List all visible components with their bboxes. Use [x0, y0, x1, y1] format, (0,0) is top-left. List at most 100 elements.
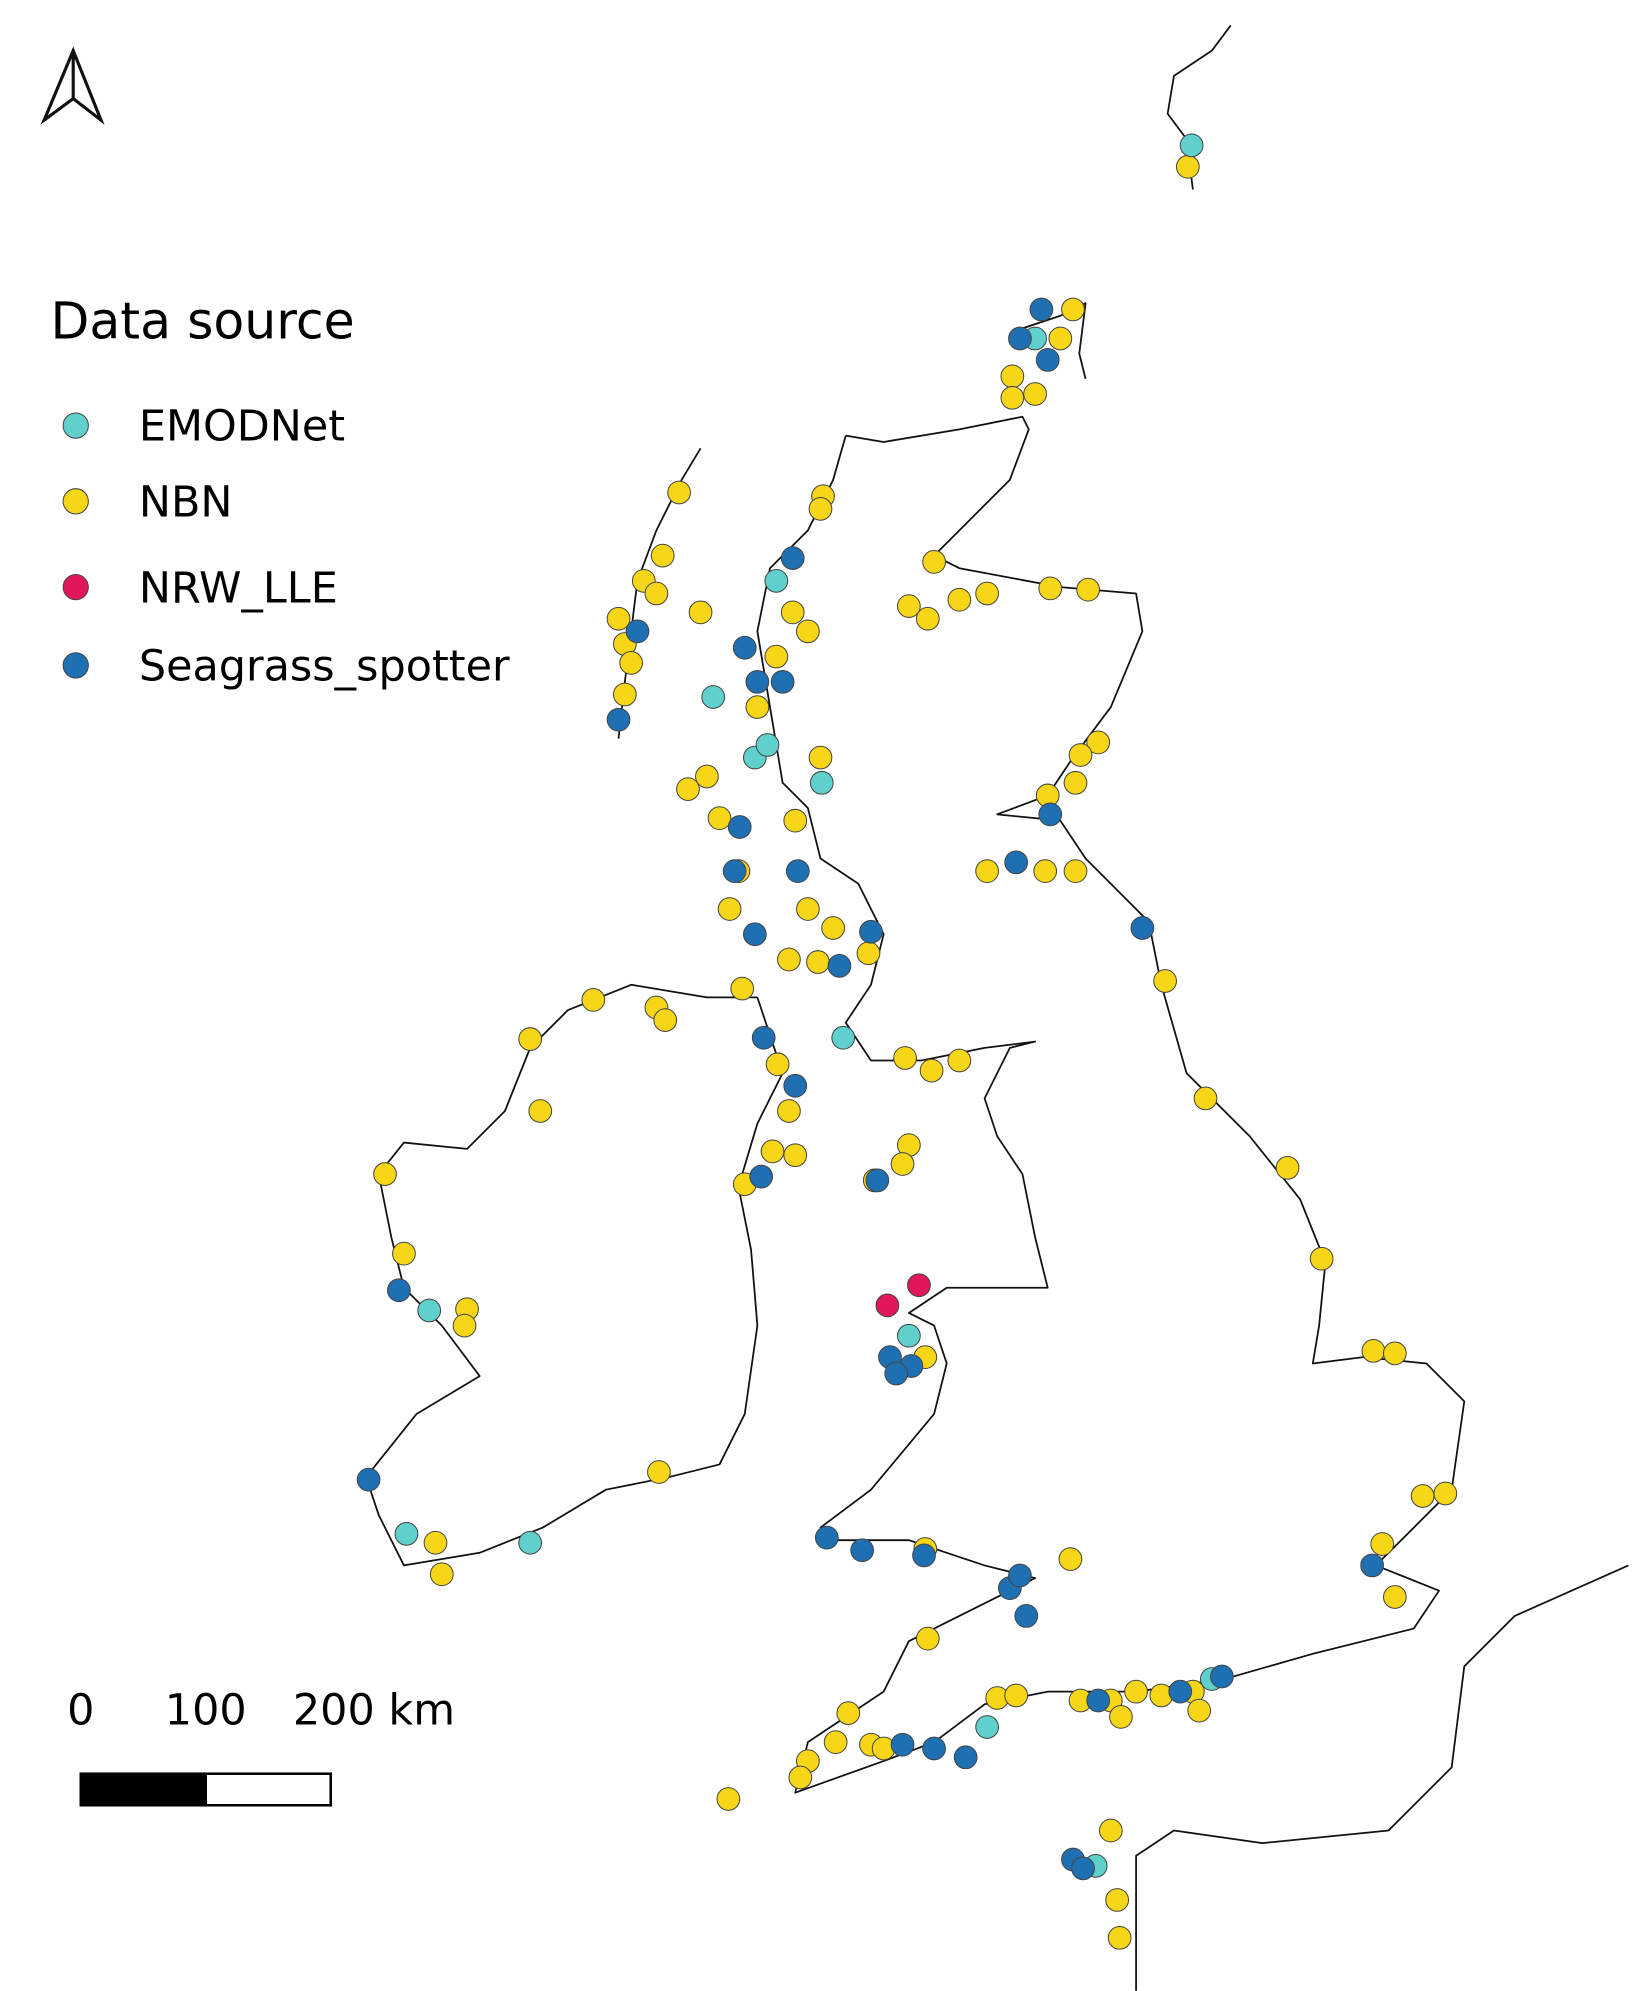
record-dot: [1210, 1664, 1234, 1689]
record-dot: [1008, 326, 1032, 351]
record-dot: [780, 600, 805, 625]
record-dot: [1107, 1925, 1132, 1950]
record-dot: [915, 1626, 940, 1651]
record-dot: [528, 1099, 553, 1123]
record-dot: [1086, 1688, 1111, 1713]
record-dot: [859, 919, 883, 944]
record-dot: [1068, 743, 1093, 767]
record-dot: [1086, 730, 1111, 755]
record-dot: [893, 1046, 917, 1070]
record-dot: [821, 916, 845, 940]
record-dot: [606, 606, 631, 631]
record-dot: [717, 897, 742, 921]
record-dot: [1361, 1338, 1386, 1363]
record-dot: [518, 1027, 543, 1051]
record-dot: [1038, 802, 1063, 827]
record-dot: [796, 619, 820, 644]
legend-marker: [62, 574, 89, 601]
legend: Data source EMODNet NBN NRW_LLE Seagrass_sp…: [50, 291, 510, 691]
record-dot: [764, 644, 789, 669]
record-dot: [809, 770, 834, 795]
legend-label: NBN: [139, 477, 233, 527]
record-dot: [650, 543, 675, 568]
record-dot: [625, 619, 650, 644]
record-dot: [922, 550, 946, 574]
legend-label: Seagrass_spotter: [139, 642, 510, 692]
record-dot: [884, 1361, 909, 1386]
record-dot: [387, 1278, 411, 1303]
record-dot: [890, 1152, 915, 1176]
record-dot: [653, 1008, 678, 1032]
record-dot: [777, 947, 801, 972]
record-dot: [890, 1732, 915, 1757]
record-dot: [808, 497, 833, 521]
record-dot: [730, 976, 755, 1001]
record-dot: [755, 733, 780, 757]
record-dot: [1275, 1155, 1300, 1180]
record-dot: [1193, 1086, 1218, 1111]
record-dot: [1004, 850, 1029, 875]
record-dot: [423, 1530, 448, 1555]
orkney-coast: [1022, 302, 1087, 380]
record-dot: [788, 1765, 813, 1790]
record-dot: [1048, 326, 1073, 351]
record-dot: [1000, 364, 1025, 389]
record-dot: [751, 1025, 776, 1050]
record-dot: [1029, 297, 1054, 322]
record-dot: [783, 1073, 808, 1098]
record-dot: [1168, 1679, 1193, 1704]
record-dot: [1187, 1698, 1212, 1723]
record-dot: [356, 1467, 381, 1492]
record-dot: [907, 1273, 931, 1298]
record-dot: [975, 581, 999, 606]
record-dot: [1382, 1341, 1407, 1366]
legend-label: NRW_LLE: [139, 563, 338, 613]
record-dot: [1382, 1585, 1407, 1609]
record-dot: [912, 1543, 936, 1568]
record-dot: [1175, 154, 1200, 179]
legend-marker: [62, 488, 89, 515]
france-coast: [1135, 1564, 1629, 1991]
record-dot: [1071, 1856, 1095, 1881]
record-dot: [612, 682, 637, 707]
record-dot: [896, 594, 921, 618]
record-dot: [1063, 770, 1088, 795]
record-dot: [518, 1530, 543, 1555]
record-dot: [1433, 1481, 1458, 1506]
legend-marker: [62, 412, 89, 439]
record-dot: [707, 806, 732, 831]
record-dot: [701, 685, 726, 709]
record-dot: [452, 1313, 477, 1338]
record-dot: [745, 695, 770, 719]
record-dot: [783, 808, 808, 833]
record-dot: [688, 600, 713, 625]
record-dot: [392, 1241, 416, 1266]
record-dot: [827, 953, 852, 978]
scale-label: 200 km: [293, 1685, 455, 1735]
north-arrow: [40, 46, 105, 125]
record-dot: [722, 859, 747, 884]
record-dot: [875, 1293, 900, 1318]
record-dot: [745, 669, 770, 694]
record-dot: [831, 1025, 856, 1050]
record-dot: [1098, 1818, 1123, 1843]
legend-label: EMODNet: [139, 402, 345, 452]
record-dot: [1105, 1888, 1130, 1912]
record-dot: [975, 859, 999, 884]
record-dot: [1038, 576, 1063, 601]
record-dot: [606, 707, 631, 732]
record-dot: [1360, 1553, 1384, 1578]
legend-items: EMODNet NBN NRW_LLE Seagrass_spotter: [62, 402, 510, 692]
record-dot: [919, 1058, 944, 1083]
record-dot: [749, 1164, 774, 1189]
record-dot: [947, 587, 972, 612]
record-dot: [1033, 859, 1058, 884]
record-dot: [695, 764, 719, 789]
record-dot: [806, 950, 830, 974]
record-dot: [1109, 1705, 1133, 1729]
record-dot: [1124, 1679, 1148, 1704]
record-dot: [1061, 297, 1085, 322]
record-dot: [760, 1139, 785, 1164]
